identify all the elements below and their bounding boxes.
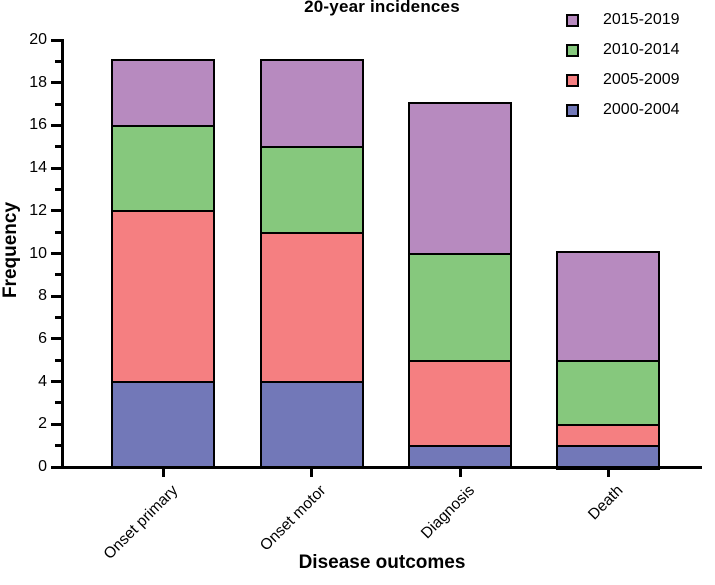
legend-swatch-2000-2004 [566,103,579,117]
y-tick-label: 0 [38,458,47,475]
y-minor-tick [55,187,62,191]
bar-segment-2015-2019 [113,60,213,125]
bar-segment-2015-2019 [261,60,362,147]
y-major-tick [51,380,62,384]
y-minor-tick [55,145,62,149]
bar-segment-2010-2014 [113,124,213,211]
x-axis-title: Disease outcomes [298,552,466,573]
y-minor-tick [55,316,62,320]
bar-onset-primary [111,58,215,470]
y-tick-label: 4 [38,372,47,390]
y-tick-label: 20 [29,31,47,48]
y-tick-label: 6 [38,329,47,347]
bar-segment-2010-2014 [410,252,510,360]
y-minor-tick [55,358,62,362]
x-tick [161,467,165,477]
bar-segment-2000-2004 [410,445,510,467]
chart-title: 20-year incidences [304,0,460,16]
legend-item-2010-2014: 2010-2014 [566,35,680,65]
legend-label: 2000-2004 [603,101,680,118]
bar-segment-2015-2019 [558,253,658,360]
y-major-tick [51,209,62,213]
legend-label: 2005-2009 [603,71,680,88]
y-minor-tick [55,230,62,234]
y-tick-label: 8 [38,287,47,305]
y-major-tick [51,294,62,298]
y-tick-label: 14 [29,159,47,177]
bar-segment-2005-2009 [410,359,510,446]
x-tick [606,467,610,477]
y-major-tick [51,123,62,127]
y-minor-tick [55,273,62,277]
y-tick-label: 10 [29,244,47,262]
legend-swatch-2010-2014 [566,43,579,57]
x-tick [310,467,313,477]
x-category-label: Onset motor [257,482,330,555]
legend-swatch-2005-2009 [566,73,579,87]
y-tick-label: 16 [29,116,47,134]
y-minor-tick [55,401,62,405]
bar-segment-2010-2014 [558,359,658,424]
y-major-tick [51,337,62,341]
y-tick-label: 18 [29,73,47,91]
y-major-tick [51,422,62,426]
y-major-tick [51,81,62,85]
y-major-tick [51,38,62,42]
bar-diagnosis [408,101,512,470]
y-major-tick [51,465,62,469]
bar-onset-motor [259,58,364,470]
legend-item-2015-2019: 2015-2019 [566,5,680,35]
legend-label: 2010-2014 [603,41,680,58]
y-minor-tick [55,444,62,448]
bar-segment-2000-2004 [113,381,213,467]
y-tick-label: 2 [38,415,47,433]
y-major-tick [51,252,62,255]
bar-segment-2000-2004 [558,445,658,467]
bar-death [556,251,660,470]
legend-item-2005-2009: 2005-2009 [566,65,680,95]
legend: 2015-2019 2010-2014 2005-2009 2000-2004 [566,5,680,125]
legend-label: 2015-2019 [603,11,680,28]
y-minor-tick [55,102,62,106]
legend-item-2000-2004: 2000-2004 [566,95,680,125]
y-tick-label: 12 [29,201,47,219]
legend-swatch-2015-2019 [566,13,579,27]
y-major-tick [51,166,62,170]
y-axis-line [60,38,64,469]
bar-segment-2015-2019 [410,103,510,253]
bar-segment-2005-2009 [558,423,658,446]
x-category-label: Diagnosis [417,482,479,543]
bar-segment-2005-2009 [261,231,362,382]
bar-segment-2010-2014 [261,146,362,232]
bar-segment-2000-2004 [261,381,362,467]
y-minor-tick [55,59,62,63]
bar-segment-2005-2009 [113,210,213,382]
x-axis-line [60,465,702,469]
x-category-label: Death [584,482,627,524]
x-tick [458,467,462,477]
